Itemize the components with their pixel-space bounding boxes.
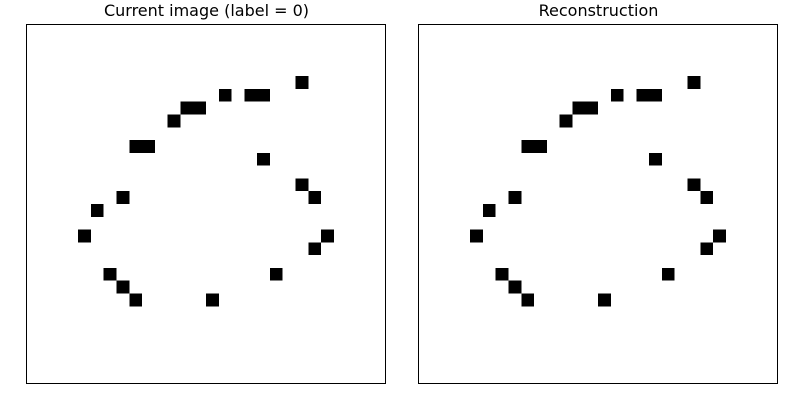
reconstruction-pixel xyxy=(470,229,483,243)
reconstruction-pixel xyxy=(661,267,675,281)
current-image-pixel xyxy=(218,88,232,102)
reconstruction-pixel xyxy=(495,267,509,281)
reconstruction-pixel xyxy=(508,280,522,294)
current-image-pixel xyxy=(308,191,322,204)
reconstruction-grid xyxy=(418,24,778,384)
current-image-pixel xyxy=(116,280,130,294)
current-image-pixel xyxy=(257,152,270,166)
current-image-pixel xyxy=(167,114,181,128)
current-image-pixel xyxy=(295,178,309,192)
current-image-pixel xyxy=(206,293,219,307)
reconstruction-pixel xyxy=(521,293,535,307)
reconstruction-title: Reconstruction xyxy=(538,1,659,20)
reconstruction-pixel xyxy=(687,76,701,89)
current-image-pixel xyxy=(116,191,130,204)
current-image-pixel xyxy=(180,101,194,115)
current-image-pixel xyxy=(78,229,91,243)
current-image-pixel xyxy=(295,76,309,89)
current-image-title: Current image (label = 0) xyxy=(103,1,310,20)
reconstruction-pixel xyxy=(700,242,714,256)
current-image-pixel xyxy=(269,267,283,281)
current-image-pixel xyxy=(129,293,143,307)
current-image-pixel xyxy=(193,101,206,115)
reconstruction-pixel xyxy=(559,114,573,128)
reconstruction-pixel xyxy=(534,140,547,153)
reconstruction-pixel xyxy=(700,191,714,204)
current-image-pixel xyxy=(308,242,322,256)
current-image-pixel xyxy=(129,140,143,153)
current-image-pixel xyxy=(321,229,334,243)
reconstruction-pixel xyxy=(713,229,726,243)
reconstruction-pixel xyxy=(636,88,650,102)
reconstruction-pixel xyxy=(508,191,522,204)
current-image-pixel xyxy=(142,140,155,153)
reconstruction-pixel xyxy=(687,178,701,192)
reconstruction-pixel xyxy=(610,88,624,102)
current-image-grid xyxy=(26,24,386,384)
reconstruction-pixel xyxy=(572,101,586,115)
reconstruction-pixel xyxy=(482,204,496,217)
reconstruction-pixel xyxy=(585,101,598,115)
reconstruction-pixel xyxy=(649,152,662,166)
current-image-pixel xyxy=(244,88,258,102)
reconstruction-pixel xyxy=(598,293,611,307)
current-image-pixel xyxy=(257,88,270,102)
reconstruction-pixel xyxy=(521,140,535,153)
current-image-pixel xyxy=(103,267,117,281)
reconstruction-pixel xyxy=(649,88,662,102)
current-image-pixel xyxy=(90,204,104,217)
